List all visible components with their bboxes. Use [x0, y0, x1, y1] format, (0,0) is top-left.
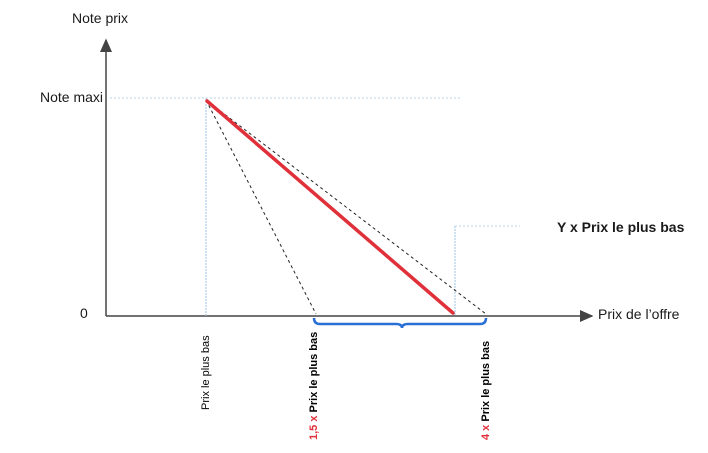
tick-1-5x-lowest-price: 1,5 x Prix le plus bas — [308, 332, 320, 440]
score-line — [205, 99, 455, 315]
origin-label: 0 — [80, 305, 88, 321]
y-multiplier-annotation: Y x Prix le plus bas — [557, 219, 685, 235]
tick-1-5x-factor: 1,5 x — [308, 415, 320, 440]
tick-1-5x-text: Prix le plus bas — [308, 331, 320, 413]
max-score-label: Note maxi — [40, 89, 104, 105]
range-brace — [312, 317, 488, 329]
y-axis-label: Note prix — [72, 10, 129, 26]
x-axis-label: Prix de l’offre — [598, 306, 680, 322]
dashed-line-4x — [205, 99, 487, 315]
tick-4x-lowest-price: 4 x Prix le plus bas — [480, 341, 492, 440]
tick-lowest-price: Prix le plus bas — [200, 335, 212, 410]
tick-4x-factor: 4 x — [480, 424, 492, 440]
tick-lowest-price-text: Prix le plus bas — [200, 335, 212, 410]
dashed-line-1-5x — [205, 99, 317, 315]
tick-4x-text: Prix le plus bas — [480, 340, 492, 422]
